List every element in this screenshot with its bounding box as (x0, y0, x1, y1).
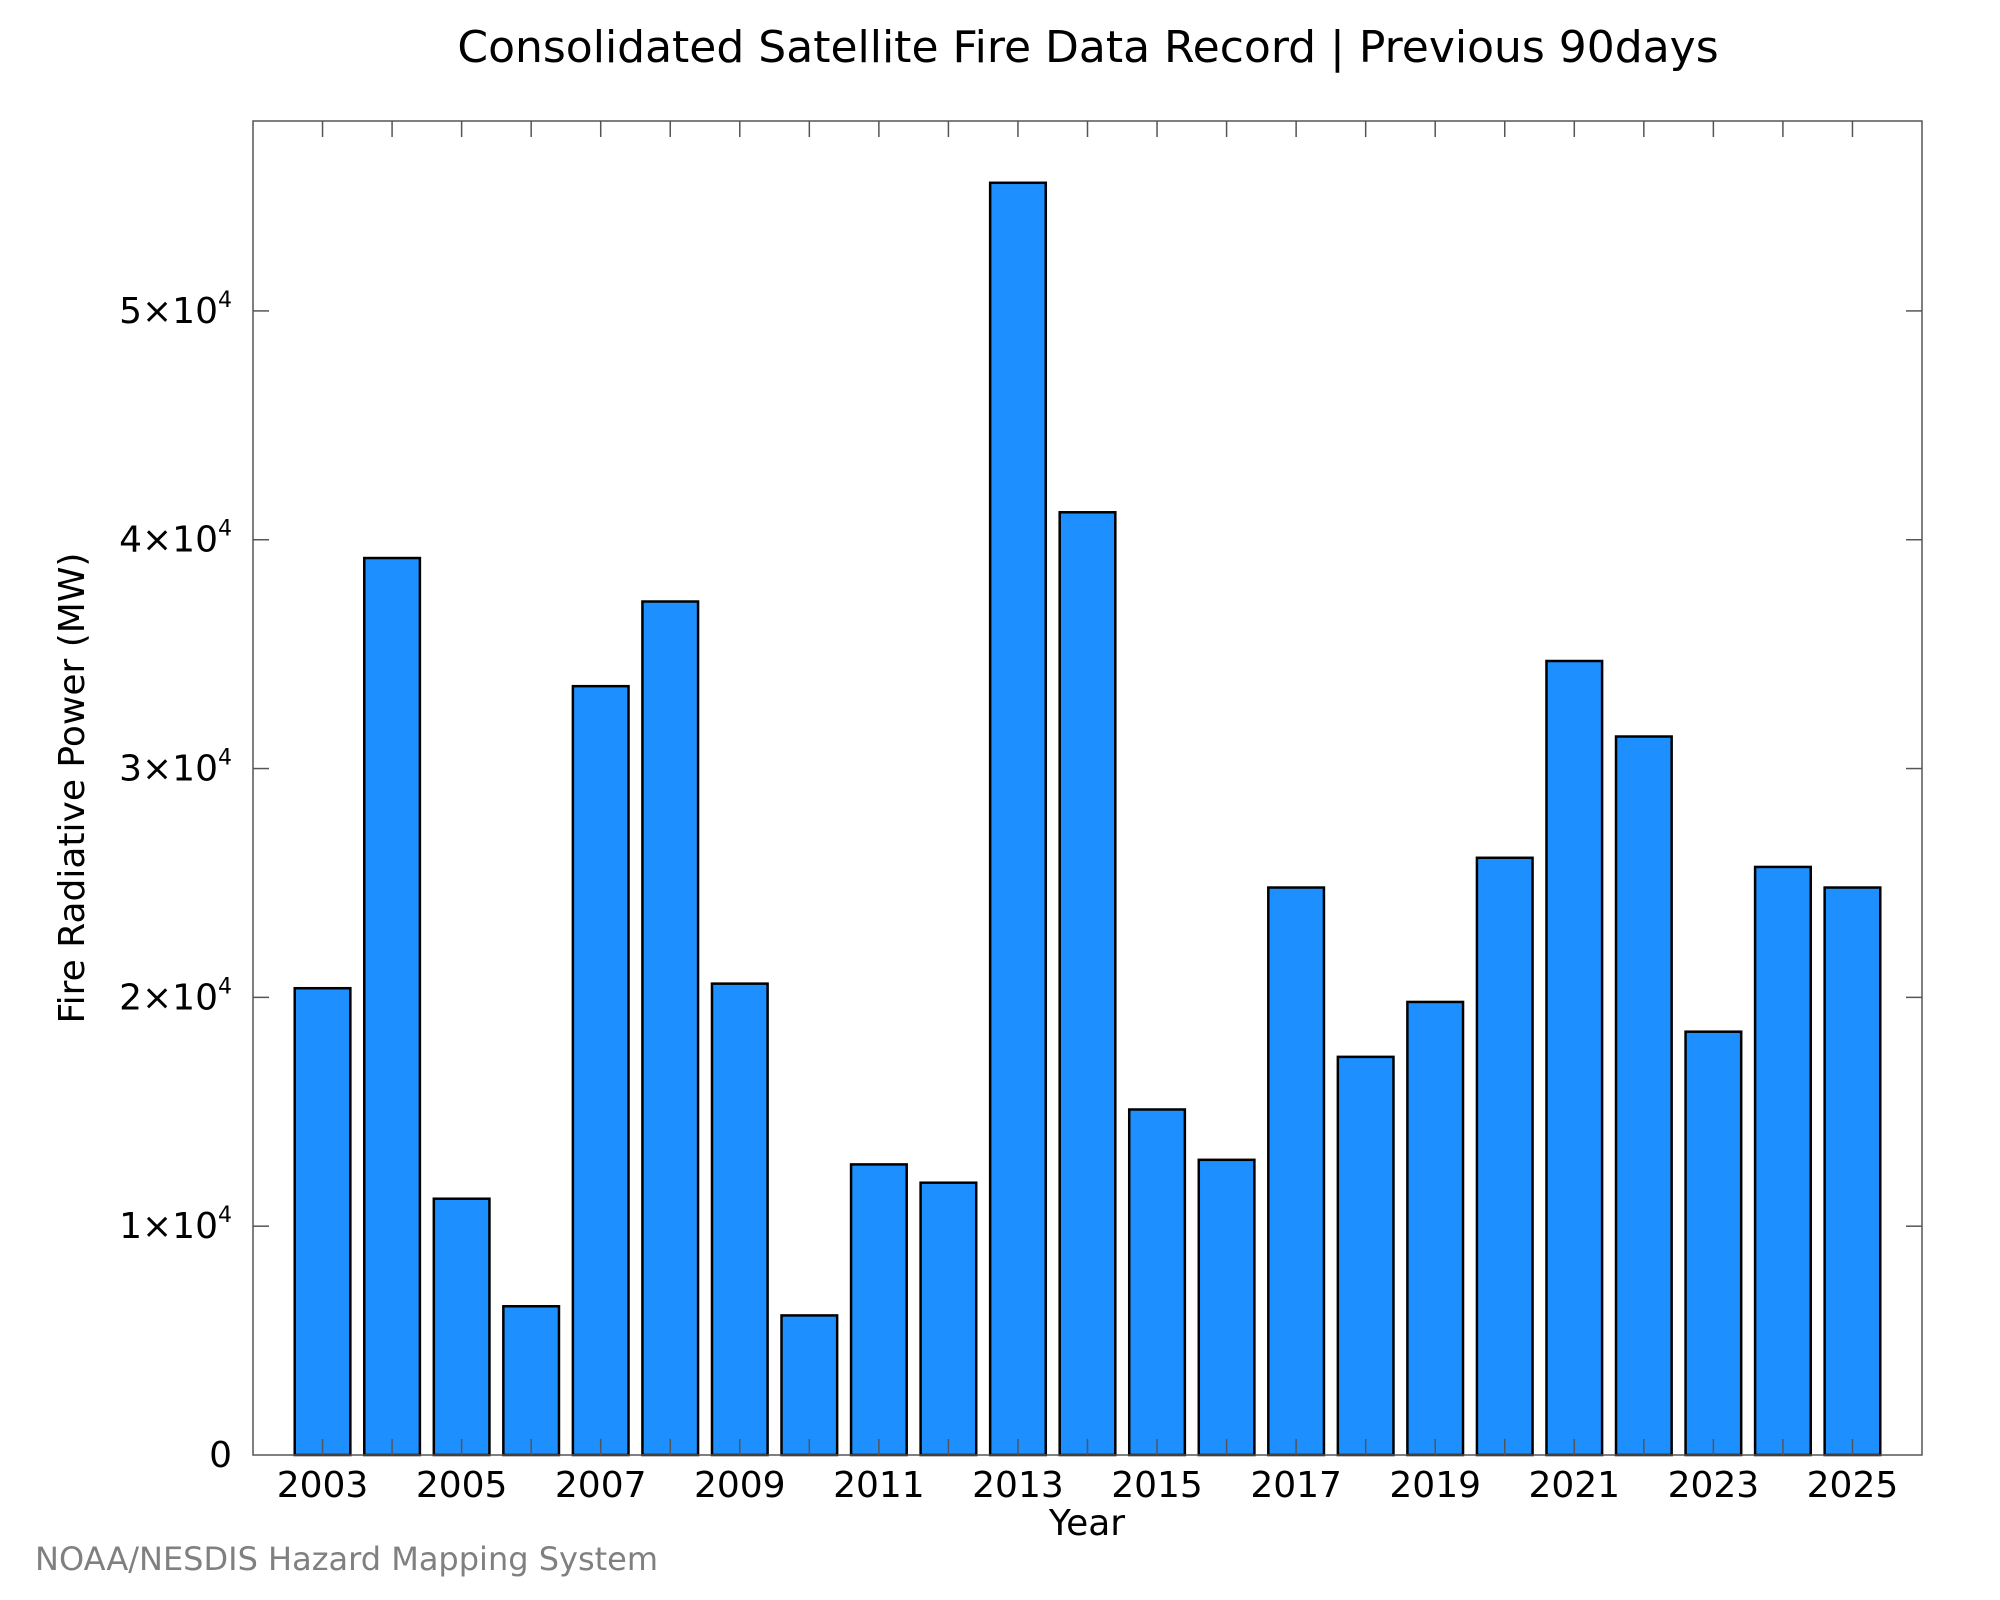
y-tick-label: 4×104 (119, 517, 232, 561)
bar-2025 (1823, 886, 1882, 1457)
bar-2007 (571, 684, 630, 1457)
y-tick-label: 0 (209, 1435, 232, 1476)
x-axis-label: Year (1048, 1503, 1125, 1544)
bar-2012 (919, 1181, 978, 1457)
x-tick-label: 2007 (555, 1465, 647, 1506)
y-tick-label: 2×104 (119, 974, 232, 1018)
bar-2015 (1127, 1108, 1187, 1457)
ticks-group: 2003 2005 2007 2009 2011 2013 2015 2017 2019 2021… (119, 121, 1922, 1506)
bar-2020 (1475, 856, 1534, 1457)
x-tick-label: 2021 (1528, 1465, 1620, 1506)
bar-2009 (710, 982, 769, 1457)
x-tick-label: 2017 (1250, 1465, 1342, 1506)
x-tick-label: 2005 (416, 1465, 508, 1506)
bar-2014 (1058, 511, 1117, 1457)
chart-title: Consolidated Satellite Fire Data Record … (457, 22, 1718, 73)
bars-group (293, 181, 1882, 1457)
bar-2013 (988, 181, 1048, 1457)
bar-2005 (432, 1197, 491, 1457)
y-tick-label: 5×104 (119, 288, 232, 332)
bar-2004 (363, 556, 422, 1457)
bar-2010 (780, 1314, 839, 1457)
x-tick-label: 2015 (1111, 1465, 1203, 1506)
bar-2018 (1336, 1055, 1395, 1457)
bar-2011 (849, 1163, 908, 1457)
plot-frame (252, 120, 1923, 1456)
x-tick-label: 2025 (1807, 1465, 1899, 1506)
bar-2024 (1753, 865, 1812, 1457)
y-tick-label: 3×104 (119, 746, 232, 790)
bar-2016 (1197, 1158, 1256, 1457)
source-credit: NOAA/NESDIS Hazard Mapping System (35, 1540, 659, 1578)
bar-2006 (502, 1305, 561, 1457)
bar-2003 (293, 986, 352, 1457)
bar-2022 (1614, 735, 1673, 1457)
y-tick-label: 1×104 (119, 1203, 232, 1247)
y-axis-label: Fire Radiative Power (MW) (52, 553, 93, 1024)
x-tick-label: 2003 (277, 1465, 369, 1506)
x-tick-label: 2023 (1668, 1465, 1760, 1506)
x-tick-label: 2009 (694, 1465, 786, 1506)
bar-2019 (1406, 1000, 1465, 1457)
x-tick-label: 2011 (833, 1465, 925, 1506)
bar-2017 (1267, 886, 1326, 1457)
x-tick-label: 2013 (972, 1465, 1064, 1506)
x-tick-label: 2019 (1389, 1465, 1481, 1506)
bar-2008 (641, 600, 700, 1457)
bar-2021 (1545, 659, 1604, 1457)
bar-2023 (1684, 1030, 1743, 1457)
